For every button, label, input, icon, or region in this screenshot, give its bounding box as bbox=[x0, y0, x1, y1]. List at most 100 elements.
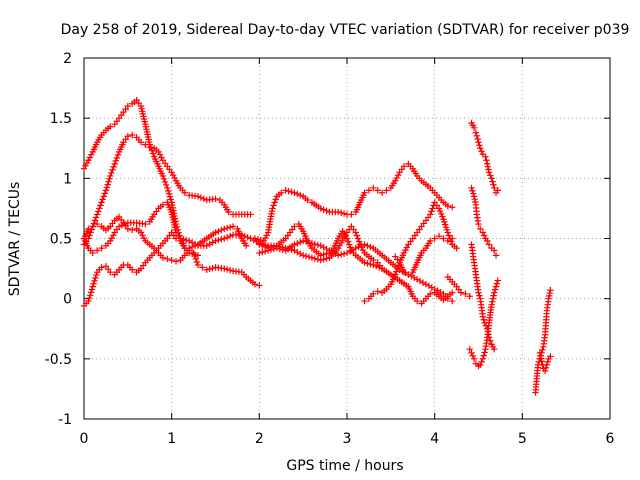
data-point bbox=[88, 151, 95, 158]
data-point bbox=[453, 244, 460, 252]
data-point bbox=[294, 240, 301, 247]
data-point bbox=[226, 266, 234, 274]
data-point bbox=[215, 236, 222, 244]
data-point bbox=[192, 255, 199, 263]
series-sat-o bbox=[466, 277, 501, 370]
data-point bbox=[477, 225, 484, 233]
x-tick-label: 3 bbox=[343, 431, 352, 447]
data-point bbox=[166, 193, 174, 200]
data-point bbox=[466, 346, 473, 353]
data-point bbox=[361, 189, 368, 196]
data-point bbox=[124, 102, 132, 110]
data-point bbox=[82, 162, 89, 170]
data-point bbox=[85, 157, 92, 164]
data-point bbox=[212, 195, 219, 202]
data-point bbox=[444, 237, 452, 245]
data-point bbox=[259, 242, 266, 249]
data-point bbox=[93, 211, 101, 218]
data-point bbox=[538, 358, 545, 365]
data-point bbox=[400, 268, 408, 276]
data-point bbox=[477, 361, 484, 369]
data-point bbox=[242, 242, 250, 249]
data-point bbox=[304, 196, 311, 204]
data-point bbox=[261, 234, 269, 242]
data-point bbox=[194, 193, 202, 200]
y-tick-label: -0.5 bbox=[45, 352, 72, 368]
data-point bbox=[142, 141, 149, 148]
data-point bbox=[197, 194, 205, 201]
data-point bbox=[91, 277, 98, 285]
data-point bbox=[92, 214, 100, 221]
data-point bbox=[160, 175, 168, 183]
data-point bbox=[469, 187, 476, 194]
data-point bbox=[203, 242, 210, 249]
x-tick-labels: 0 1 2 3 4 5 6 bbox=[80, 431, 615, 447]
data-point bbox=[427, 237, 434, 245]
y-tick-label: 1 bbox=[63, 171, 72, 187]
data-point bbox=[305, 253, 313, 261]
data-point bbox=[100, 193, 107, 200]
data-point bbox=[218, 236, 225, 243]
data-point bbox=[264, 247, 272, 254]
data-point bbox=[93, 247, 101, 254]
data-point bbox=[478, 148, 485, 155]
data-point bbox=[272, 196, 279, 203]
data-point bbox=[91, 217, 99, 224]
data-point bbox=[485, 169, 493, 176]
data-point bbox=[392, 177, 399, 184]
data-point bbox=[297, 238, 304, 246]
data-point bbox=[490, 181, 497, 188]
data-point bbox=[323, 245, 330, 253]
data-point bbox=[483, 157, 490, 164]
data-point bbox=[413, 297, 421, 305]
data-point bbox=[402, 246, 409, 254]
data-point bbox=[223, 224, 231, 232]
data-point bbox=[142, 220, 149, 228]
data-point bbox=[92, 274, 99, 282]
chart-title: Day 258 of 2019, Sidereal Day-to-day VTE… bbox=[61, 22, 630, 38]
data-point bbox=[108, 169, 115, 177]
data-point bbox=[317, 252, 324, 259]
data-point bbox=[449, 204, 456, 211]
data-point bbox=[314, 256, 321, 263]
data-point bbox=[90, 220, 98, 227]
data-point bbox=[199, 264, 206, 271]
data-point bbox=[80, 165, 88, 172]
data-point bbox=[86, 232, 93, 239]
data-point bbox=[191, 252, 198, 260]
data-point bbox=[106, 175, 113, 183]
data-point bbox=[340, 210, 348, 217]
data-point bbox=[480, 232, 488, 239]
data-point bbox=[278, 189, 285, 196]
data-point bbox=[168, 169, 175, 176]
data-point bbox=[428, 208, 435, 215]
data-point bbox=[365, 187, 373, 194]
y-tick-label: 2 bbox=[63, 51, 72, 67]
data-point bbox=[479, 229, 487, 236]
data-point bbox=[400, 163, 408, 170]
data-point bbox=[221, 265, 228, 272]
series-sat-f bbox=[251, 160, 456, 245]
data-point bbox=[367, 260, 374, 268]
data-point bbox=[102, 187, 110, 194]
data-point bbox=[88, 286, 96, 293]
data-point bbox=[361, 297, 368, 305]
data-point bbox=[124, 225, 132, 233]
data-point bbox=[358, 242, 365, 249]
data-point bbox=[411, 274, 418, 282]
data-point bbox=[250, 236, 257, 244]
data-point bbox=[129, 226, 136, 234]
series-sat-i bbox=[361, 199, 460, 305]
data-point bbox=[416, 277, 424, 285]
data-point bbox=[85, 225, 92, 233]
series-sat-b bbox=[80, 131, 254, 248]
data-point bbox=[355, 238, 363, 245]
data-point bbox=[469, 352, 477, 360]
data-point bbox=[159, 254, 167, 261]
data-point bbox=[367, 243, 374, 251]
data-point bbox=[427, 290, 434, 298]
data-point bbox=[158, 154, 165, 161]
data-point bbox=[294, 248, 301, 256]
data-point bbox=[445, 232, 453, 239]
data-point bbox=[491, 289, 498, 296]
